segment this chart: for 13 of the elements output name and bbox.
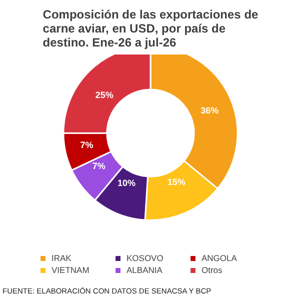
data-label: 25% [95,90,114,100]
legend-label: IRAK [52,253,72,263]
data-label: 10% [117,178,136,188]
legend-label: KOSOVO [126,253,164,263]
legend-label: VIETNAM [52,265,90,275]
data-label: 7% [92,160,106,171]
legend-label: ALBANIA [126,265,164,275]
data-label: 15% [167,177,186,188]
legend-label: Otros [202,265,224,275]
legend-label: ANGOLA [202,253,238,263]
chart-title: Composición de las exportaciones de carne aviar, en USD, por país de destino. Ene-26 a jul-26 [42,8,259,50]
data-label: 36% [200,105,219,116]
data-label: 7% [80,140,94,150]
